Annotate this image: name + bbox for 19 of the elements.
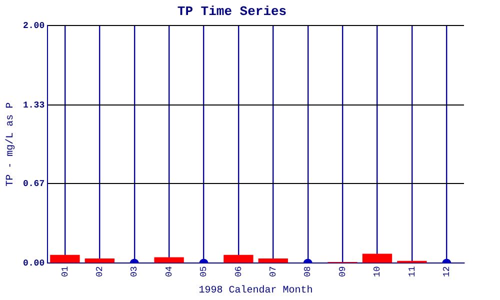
x-tick-label: 09	[338, 266, 348, 278]
x-tick-label: 10	[372, 266, 383, 278]
y-axis-title: TP - mg/L as P	[4, 102, 17, 186]
x-tick-label: 05	[199, 266, 210, 278]
y-tick-label: 2.00	[22, 20, 45, 31]
x-tick-label: 07	[268, 266, 279, 278]
x-tick-label: 02	[95, 266, 106, 278]
y-tick-label: 1.33	[22, 100, 45, 110]
x-tick-label: 01	[60, 266, 70, 278]
x-tick-label: 11	[407, 266, 418, 278]
x-tick-label: 04	[164, 266, 174, 278]
x-tick-label: 03	[130, 266, 140, 278]
chart-title: TP Time Series	[177, 4, 287, 20]
x-axis-title: 1998 Calendar Month	[198, 284, 313, 297]
x-tick-label: 06	[234, 266, 244, 278]
y-tick-label: 0.67	[22, 178, 45, 189]
x-tick-label: 12	[442, 266, 452, 278]
x-tick-label: 08	[303, 266, 314, 278]
y-tick-label: 0.00	[22, 258, 45, 268]
